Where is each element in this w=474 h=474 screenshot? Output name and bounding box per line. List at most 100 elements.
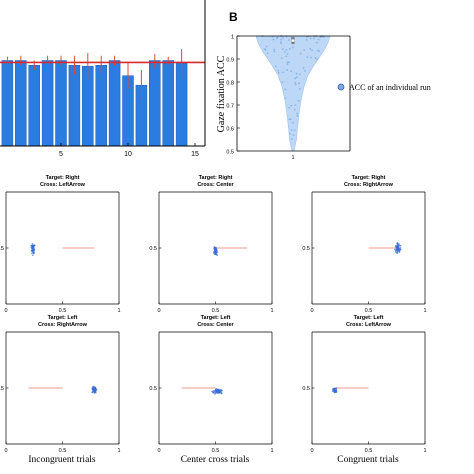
violin-point — [310, 56, 313, 59]
gaze-point — [396, 242, 399, 244]
violin-point — [313, 37, 315, 40]
violin-point — [314, 57, 317, 59]
gaze-point — [32, 254, 34, 257]
violin-point — [294, 83, 297, 86]
violin-point — [291, 138, 293, 140]
gaze-point — [217, 388, 220, 391]
violin-point — [294, 104, 297, 107]
violin-point — [305, 38, 308, 41]
gaze-point — [213, 251, 216, 254]
gaze-point — [397, 250, 399, 253]
gaze-x-tick-label: 1 — [117, 308, 120, 314]
gaze-point — [32, 245, 34, 248]
violin-point — [292, 121, 294, 124]
violin-point — [294, 77, 297, 80]
gaze-point — [30, 246, 32, 248]
violin-point — [320, 35, 323, 38]
violin-point — [292, 46, 294, 49]
gaze-point — [335, 390, 337, 392]
legend-point-icon — [337, 83, 345, 91]
gaze-point — [214, 389, 217, 391]
violin-point — [287, 61, 290, 64]
violin-point — [282, 37, 285, 39]
violin-point — [284, 51, 286, 53]
gaze-point — [396, 246, 399, 249]
gaze-point — [335, 387, 338, 389]
violin-point — [288, 48, 291, 50]
violin-y-tick-label: 0.6 — [226, 127, 234, 133]
gaze-point — [394, 250, 397, 252]
violin-point — [302, 66, 305, 69]
violin-point — [284, 97, 287, 100]
bar — [149, 60, 161, 147]
column-label-congruent: Congruent trials — [337, 455, 399, 465]
gaze-x-tick-label: 0.5 — [59, 308, 67, 314]
gaze-point — [93, 389, 95, 392]
gaze-x-tick-label: 1 — [423, 308, 426, 314]
gaze-point — [396, 251, 399, 254]
gaze-panel-target: Target: Left — [354, 315, 384, 321]
violin-point — [277, 72, 280, 74]
violin-point — [273, 50, 276, 53]
gaze-x-tick-label: 0 — [4, 308, 7, 314]
violin-point — [285, 48, 288, 51]
violin-point — [294, 81, 297, 84]
violin-point — [286, 63, 289, 66]
gaze-y-tick-label: 0.5 — [149, 246, 157, 252]
violin-point — [276, 36, 279, 39]
violin-point — [295, 72, 298, 75]
gaze-point — [398, 244, 400, 247]
gaze-point — [398, 250, 401, 253]
bar — [68, 65, 81, 147]
bar-x-tick-label: 15 — [191, 151, 199, 158]
gaze-point — [394, 248, 396, 251]
gaze-point — [94, 389, 97, 391]
violin-point — [316, 49, 319, 52]
violin-y-tick-label: 1 — [231, 35, 234, 41]
gaze-x-tick-label: 0.5 — [365, 448, 373, 454]
gaze-point — [398, 243, 400, 245]
violin-point — [303, 48, 306, 51]
violin-point — [286, 53, 289, 55]
violin-point — [292, 133, 295, 136]
violin-point — [265, 45, 268, 48]
violin-point — [288, 118, 291, 121]
gaze-x-tick-label: 1 — [270, 308, 273, 314]
violin-point — [296, 112, 299, 115]
violin-y-axis-label: Gaze fixation ACC — [216, 55, 227, 132]
gaze-point — [214, 393, 216, 395]
gaze-panel-cross: Cross: LeftArrow — [40, 182, 86, 188]
violin-point — [296, 115, 299, 117]
violin-point — [288, 39, 291, 41]
gaze-x-tick-label: 0 — [157, 308, 160, 314]
violin-point — [286, 61, 289, 64]
violin-y-tick-label: 0.8 — [226, 81, 234, 87]
gaze-point — [334, 388, 336, 391]
gaze-panel-cross: Cross: RightArrow — [344, 182, 394, 188]
gaze-point — [213, 390, 216, 393]
gaze-x-tick-label: 1 — [423, 448, 426, 454]
legend-label: ACC of an individual run — [349, 83, 431, 92]
violin-point — [281, 48, 284, 50]
violin-x-tick-label: 1 — [291, 155, 294, 161]
bar — [15, 60, 27, 147]
gaze-point — [399, 247, 402, 249]
bar — [41, 60, 54, 147]
bar — [55, 60, 67, 147]
gaze-point — [91, 388, 94, 390]
gaze-point — [94, 391, 96, 393]
violin-point — [288, 106, 291, 109]
gaze-y-tick-label: 0.5 — [302, 246, 310, 252]
gaze-point — [32, 247, 35, 249]
violin-point — [311, 49, 314, 52]
gaze-panel-cross: Cross: Center — [197, 182, 234, 188]
violin-point — [299, 52, 302, 55]
gaze-point — [220, 392, 223, 395]
violin-point — [280, 38, 282, 41]
violin-point — [309, 48, 312, 50]
gaze-point — [92, 390, 95, 393]
